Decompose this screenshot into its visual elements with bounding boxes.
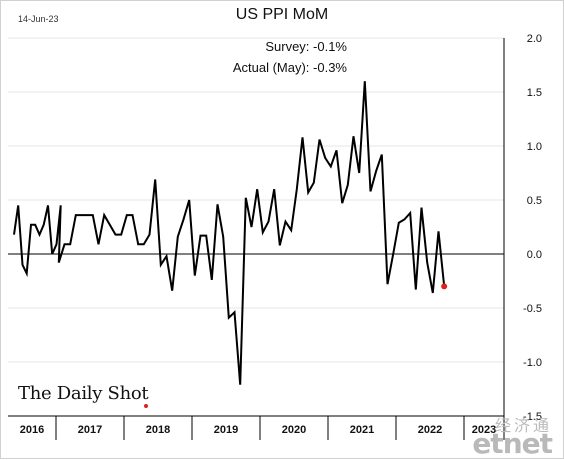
logo-accent-dot bbox=[144, 404, 148, 408]
daily-shot-logo: The Daily Shot bbox=[18, 383, 149, 404]
y-axis-ticks: -1.5 -1.0 -0.5 0.0 0.5 1.0 1.5 2.0 bbox=[523, 33, 542, 423]
x-year-label: 2018 bbox=[146, 424, 170, 436]
actual-annotation: Actual (May): -0.3% bbox=[232, 60, 347, 75]
y-tick-label: 0.5 bbox=[527, 195, 542, 207]
series-line-ppi-mom bbox=[13, 81, 446, 385]
y-tick-label: -1.5 bbox=[523, 411, 542, 423]
watermark-chinese: 经济通 bbox=[494, 418, 552, 435]
axes bbox=[8, 38, 505, 440]
y-tick-label: 2.0 bbox=[527, 33, 542, 45]
x-year-label: 2016 bbox=[20, 424, 44, 436]
survey-annotation: Survey: -0.1% bbox=[265, 39, 347, 54]
watermark-etnet: etnet bbox=[472, 427, 553, 460]
series-layer bbox=[13, 81, 448, 408]
date-stamp: 14-Jun-23 bbox=[18, 14, 59, 24]
x-year-label: 2023 bbox=[472, 424, 496, 436]
x-year-label: 2022 bbox=[418, 424, 442, 436]
x-axis-year-labels: 2016 2017 2018 2019 2020 2021 2022 2023 bbox=[20, 416, 496, 440]
y-tick-label: -1.0 bbox=[523, 357, 542, 369]
x-year-label: 2020 bbox=[282, 424, 306, 436]
latest-point-marker bbox=[441, 283, 448, 290]
y-tick-label: 0.0 bbox=[527, 249, 542, 261]
y-tick-label: 1.0 bbox=[527, 141, 542, 153]
x-year-label: 2019 bbox=[214, 424, 238, 436]
y-tick-label: -0.5 bbox=[523, 303, 542, 315]
x-year-label: 2017 bbox=[78, 424, 102, 436]
x-year-label: 2021 bbox=[350, 424, 374, 436]
gridlines bbox=[8, 37, 504, 417]
y-tick-label: 1.5 bbox=[527, 87, 542, 99]
chart-title: US PPI MoM bbox=[235, 6, 329, 23]
